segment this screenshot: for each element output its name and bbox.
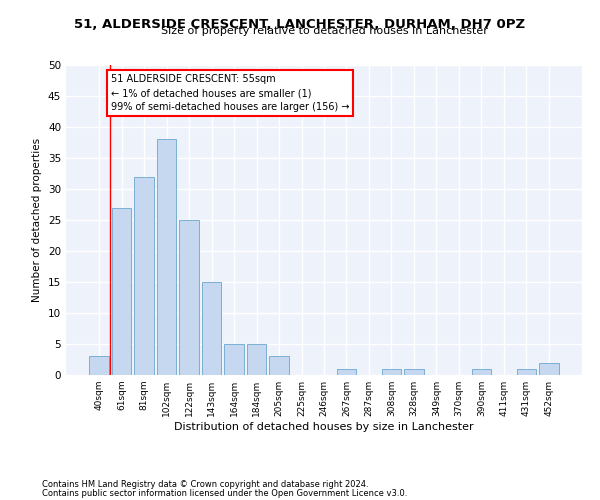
Bar [337,369,356,375]
Bar [517,369,536,375]
Bar [179,220,199,375]
Text: Contains HM Land Registry data © Crown copyright and database right 2024.: Contains HM Land Registry data © Crown c… [42,480,368,489]
Bar [202,282,221,375]
Bar [89,356,109,375]
Bar [112,208,131,375]
Bar [224,344,244,375]
Bar [382,369,401,375]
Bar [269,356,289,375]
Bar [404,369,424,375]
Text: 51 ALDERSIDE CRESCENT: 55sqm
← 1% of detached houses are smaller (1)
99% of semi: 51 ALDERSIDE CRESCENT: 55sqm ← 1% of det… [111,74,349,112]
X-axis label: Distribution of detached houses by size in Lanchester: Distribution of detached houses by size … [174,422,474,432]
Bar [472,369,491,375]
Bar [247,344,266,375]
Bar [539,362,559,375]
Bar [157,140,176,375]
Title: Size of property relative to detached houses in Lanchester: Size of property relative to detached ho… [161,26,487,36]
Bar [134,176,154,375]
Y-axis label: Number of detached properties: Number of detached properties [32,138,43,302]
Text: Contains public sector information licensed under the Open Government Licence v3: Contains public sector information licen… [42,488,407,498]
Text: 51, ALDERSIDE CRESCENT, LANCHESTER, DURHAM, DH7 0PZ: 51, ALDERSIDE CRESCENT, LANCHESTER, DURH… [74,18,526,30]
